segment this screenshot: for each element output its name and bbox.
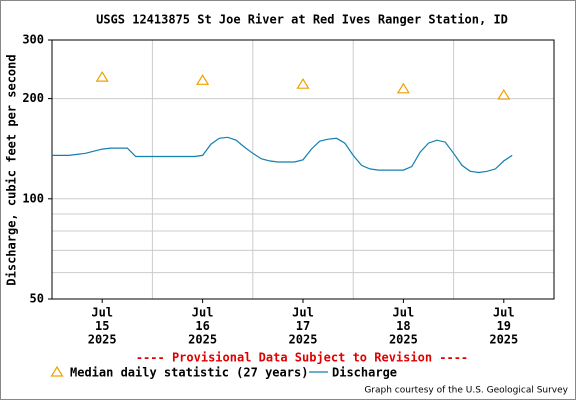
y-tick-label: 300 [22,33,44,47]
median-marker [296,78,310,89]
x-tick-label: 17 [296,319,310,333]
y-axis-label: Discharge, cubic feet per second [5,54,19,285]
legend-label: Median daily statistic (27 years) [70,366,308,380]
y-tick-label: 200 [22,91,44,105]
x-tick-label: Jul [493,306,515,320]
legend-label: Discharge [332,366,397,380]
plot-frame [51,39,555,300]
x-tick-label: 2025 [389,333,418,347]
x-tick-label: Jul [393,306,415,320]
notice: ---- Provisional Data Subject to Revisio… [136,351,468,365]
credit: Graph courtesy of the U.S. Geological Su… [364,386,568,396]
x-tick-label: 2025 [489,333,518,347]
median-marker [95,71,109,82]
legend-marker [50,365,64,377]
x-tick-label: Jul [292,306,314,320]
x-tick-label: 18 [396,319,410,333]
x-tick-label: Jul [192,306,214,320]
x-tick-label: 2025 [289,333,318,347]
x-tick-label: 19 [497,319,511,333]
y-tick-label: 100 [22,191,44,205]
median-marker [396,82,410,94]
x-tick-label: 16 [195,319,209,333]
discharge-line [52,136,513,174]
median-marker [497,88,511,100]
x-tick-label: 15 [95,319,109,333]
y-tick-label: 50 [30,292,44,306]
median-marker [196,74,210,85]
chart-title: USGS 12413875 St Joe River at Red Ives R… [96,13,508,27]
x-tick-label: 2025 [188,333,217,347]
x-tick-label: 2025 [88,333,117,347]
x-tick-label: Jul [91,306,113,320]
